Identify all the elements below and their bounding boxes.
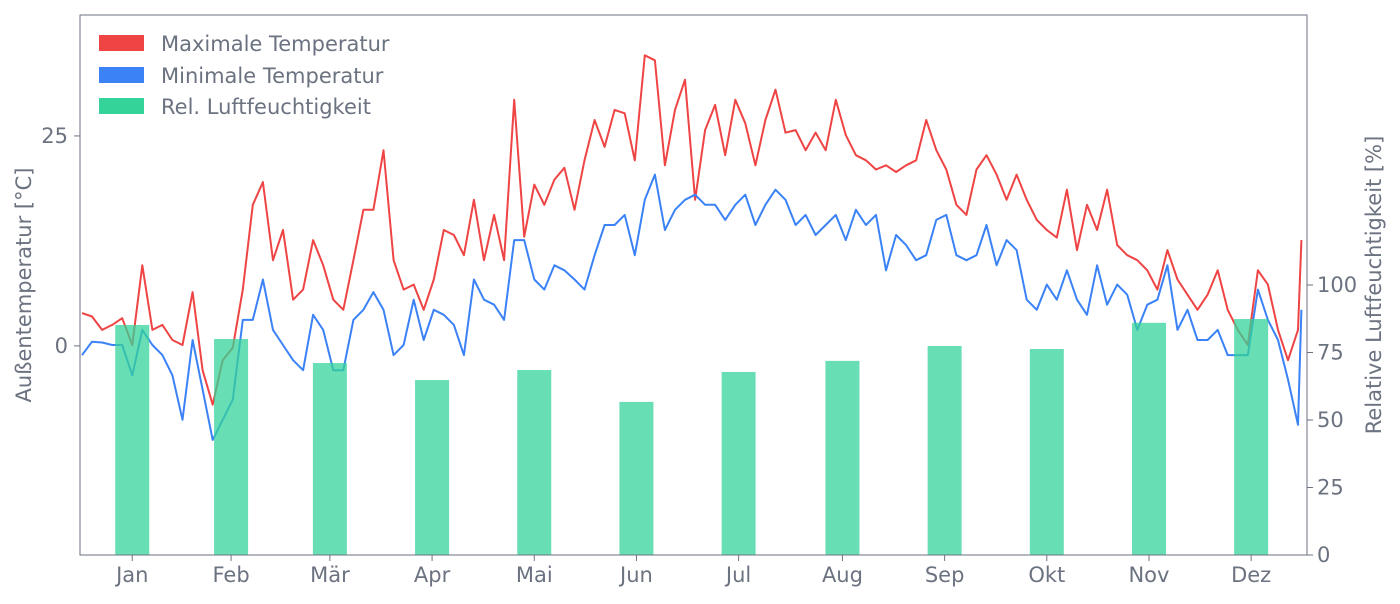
- humidity-bars: [115, 319, 1269, 555]
- left-y-tick-label: 0: [55, 334, 68, 358]
- legend-swatch-humidity: [99, 98, 144, 114]
- humidity-bar-okt: [1029, 348, 1064, 555]
- left-y-axis-label: Außentemperatur [°C]: [12, 168, 36, 403]
- x-tick-label: Sep: [925, 563, 965, 587]
- x-tick-label: Mai: [516, 563, 553, 587]
- x-tick-label: Aug: [822, 563, 863, 587]
- humidity-bar-aug: [825, 360, 860, 555]
- temperature-lines: [81, 54, 1303, 441]
- humidity-bar-feb: [214, 339, 249, 555]
- legend-swatch-max: [99, 35, 144, 51]
- x-axis-ticks: Jan Feb Mär Apr Mai Jun Jul Aug Sep Okt Nov Dez: [114, 555, 1271, 587]
- x-tick-label: Nov: [1128, 563, 1169, 587]
- right-y-tick-label: 50: [1317, 408, 1344, 432]
- legend-label-min: Minimale Temperatur: [161, 64, 384, 88]
- x-tick-label: Dez: [1231, 563, 1271, 587]
- x-tick-label: Jul: [724, 563, 751, 587]
- right-y-tick-label: 75: [1317, 341, 1344, 365]
- x-tick-label: Feb: [212, 563, 249, 587]
- x-tick-label: Okt: [1028, 563, 1065, 587]
- legend-label-max: Maximale Temperatur: [161, 32, 390, 56]
- x-tick-label: Jun: [618, 563, 653, 587]
- humidity-bar-dez: [1234, 319, 1269, 555]
- legend-swatch-min: [99, 67, 144, 83]
- legend: Maximale Temperatur Minimale Temperatur …: [99, 32, 390, 119]
- x-tick-label: Apr: [414, 563, 451, 587]
- x-tick-label: Mär: [310, 563, 350, 587]
- left-y-tick-label: 25: [41, 124, 68, 148]
- max-temperature-line: [81, 54, 1303, 406]
- legend-label-humidity: Rel. Luftfeuchtigkeit: [161, 95, 371, 119]
- right-y-tick-label: 100: [1317, 273, 1357, 297]
- min-temperature-line: [81, 173, 1303, 441]
- humidity-bar-jul: [721, 371, 756, 555]
- humidity-bar-mai: [517, 370, 552, 555]
- right-y-tick-label: 25: [1317, 476, 1344, 500]
- humidity-bar-apr: [415, 380, 450, 555]
- right-y-tick-label: 0: [1317, 543, 1330, 567]
- right-y-axis-label: Relative Luftfeuchtigkeit [%]: [1362, 136, 1386, 435]
- humidity-bar-jun: [619, 401, 654, 555]
- humidity-bar-nov: [1131, 322, 1166, 555]
- humidity-bar-mär: [312, 363, 347, 555]
- humidity-bar-sep: [927, 346, 962, 555]
- right-y-axis-ticks: 0 25 50 75 100: [1307, 273, 1357, 567]
- x-tick-label: Jan: [114, 563, 148, 587]
- left-y-axis-ticks: 0 25: [41, 124, 80, 358]
- humidity-bar-jan: [115, 324, 150, 555]
